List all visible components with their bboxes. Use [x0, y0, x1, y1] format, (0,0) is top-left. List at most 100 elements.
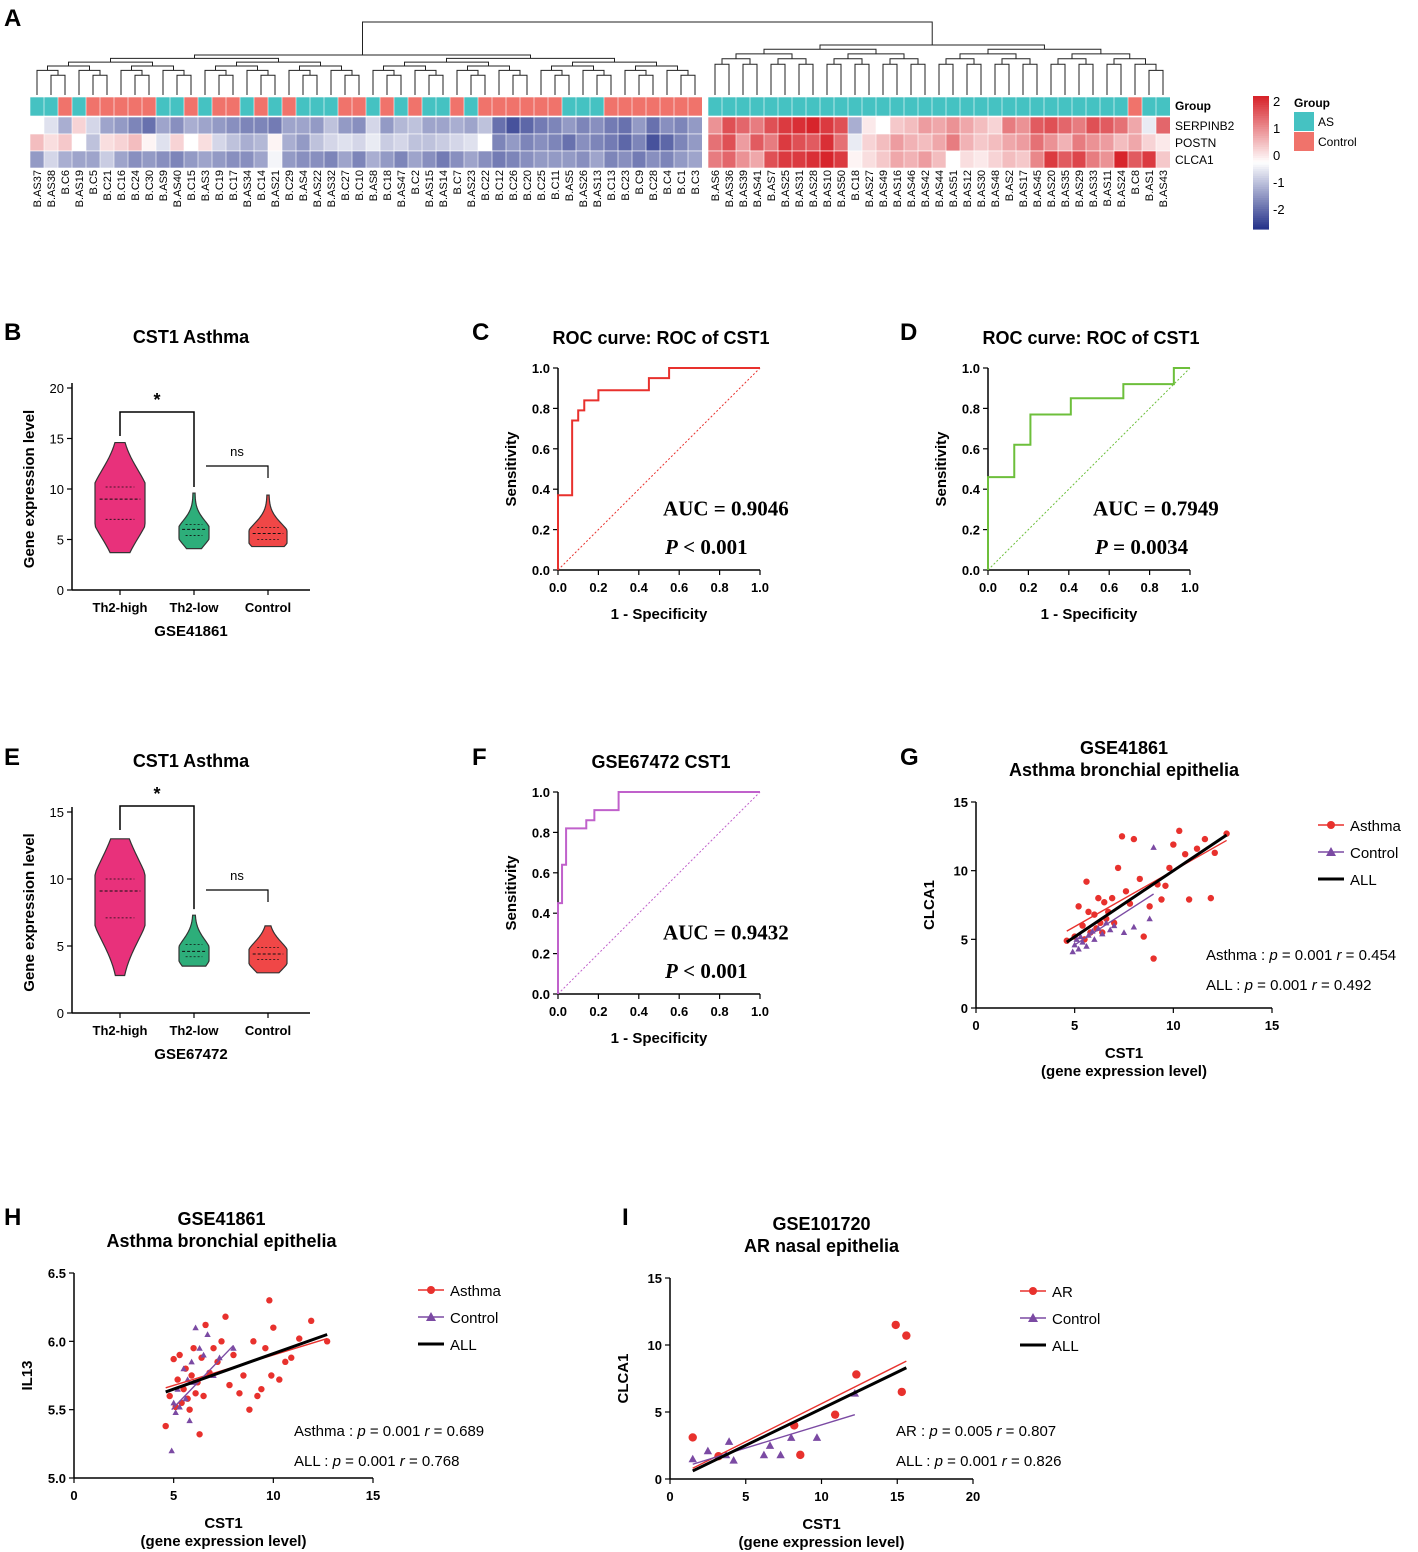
heatmap-cell — [239, 116, 255, 135]
dendrogram-branch — [512, 74, 528, 95]
colorbar-step — [1253, 173, 1269, 177]
heatmap-cell — [847, 116, 863, 135]
group-cell — [987, 96, 1003, 117]
heatmap-cell — [309, 150, 325, 169]
point-Asthma — [270, 1324, 277, 1331]
group-cell — [435, 96, 451, 117]
sample-label: B.AS27 — [864, 170, 876, 207]
dendrogram-branch — [582, 69, 605, 95]
heatmap-cell — [43, 133, 59, 152]
heatmap-cell — [491, 150, 507, 169]
dendrogram-branch — [596, 74, 612, 95]
group-cell — [365, 96, 381, 117]
p-value: < 0.001 — [678, 959, 748, 983]
point-AR — [830, 1410, 840, 1419]
heatmap-cell — [819, 133, 835, 152]
sample-label: B.AS26 — [578, 170, 590, 207]
heatmap-cell — [463, 133, 479, 152]
heatmap-cell — [43, 116, 59, 135]
heatmap-cell — [477, 150, 493, 169]
group-cell — [379, 96, 395, 117]
sample-label: B.AS38 — [46, 170, 58, 207]
fit-line-Asthma — [1066, 839, 1227, 932]
sample-label: B.AS50 — [836, 170, 848, 207]
heatmap-cell — [889, 150, 905, 169]
point-Asthma — [162, 1422, 169, 1430]
annotation-part: = 0.001 — [341, 1453, 400, 1470]
point-Control — [812, 1433, 822, 1441]
annotation-part: = 0.001 — [1253, 977, 1312, 994]
sample-label: B.AS33 — [1088, 170, 1100, 207]
heatmap-cell — [57, 150, 73, 169]
y-axis-label: Sensitivity — [503, 431, 520, 507]
y-tick-label: 0 — [57, 583, 64, 598]
point-Control — [1150, 844, 1157, 850]
annotation-part: = 0.492 — [1317, 977, 1372, 994]
heatmap-cell — [1015, 150, 1031, 169]
point-Control — [1095, 925, 1102, 931]
y-tick-label: 1.0 — [532, 785, 550, 800]
group-cell — [617, 96, 633, 117]
significance-star: * — [153, 390, 160, 410]
sample-label: B.AS37 — [32, 170, 44, 207]
sample-label: B.AS49 — [878, 170, 890, 207]
dendrogram-branch — [889, 58, 919, 65]
heatmap-cell — [407, 116, 423, 135]
significance-ns: ns — [230, 868, 244, 883]
sample-label: B.AS29 — [1074, 170, 1086, 207]
legend-marker — [426, 1312, 436, 1321]
point-Asthma — [308, 1317, 315, 1325]
sample-label: B.AS35 — [1060, 170, 1072, 207]
y-tick-label: 6.5 — [48, 1266, 66, 1281]
heatmap-cell — [141, 150, 157, 169]
sample-label: B.AS41 — [752, 170, 764, 207]
point-Asthma — [196, 1431, 203, 1438]
heatmap-cell — [449, 116, 465, 135]
x-tick-label: Control — [245, 1023, 291, 1038]
heatmap-cell — [379, 116, 395, 135]
point-Control — [688, 1454, 697, 1463]
heatmap-cell — [421, 116, 437, 135]
annotation-part: = 0.001 — [1278, 947, 1337, 964]
heatmap-cell — [1057, 116, 1073, 135]
gene-label: POSTN — [1175, 136, 1216, 150]
point-Asthma — [1207, 894, 1215, 902]
heatmap-cell — [1071, 133, 1087, 152]
dendrogram-branch — [680, 74, 696, 95]
stat-annotation: ALL : p = 0.001 r = 0.826 — [896, 1453, 1061, 1470]
colorbar-step — [1253, 104, 1269, 108]
point-Asthma — [222, 1313, 229, 1320]
colorbar-step — [1253, 193, 1269, 197]
legend-label: Control — [450, 1310, 498, 1327]
point-Control — [1075, 945, 1082, 952]
y-tick-label: 15 — [648, 1271, 662, 1286]
point-Control — [186, 1417, 193, 1424]
sample-label: B.C1 — [676, 170, 688, 194]
panel-label-A: A — [4, 5, 21, 32]
heatmap-cell — [435, 133, 451, 152]
dendrogram-branch — [540, 69, 563, 95]
dendrogram-branch — [910, 63, 926, 95]
heatmap-cell — [561, 116, 577, 135]
sample-label: B.C11 — [550, 170, 562, 200]
point-Asthma — [1166, 864, 1173, 872]
group-cell — [1141, 96, 1157, 117]
colorbar-step — [1253, 129, 1269, 133]
heatmap-cell — [861, 133, 877, 152]
x-tick-label: 0 — [972, 1018, 979, 1033]
annotation-part: ALL : — [1206, 977, 1245, 994]
dendrogram-branch — [344, 74, 360, 95]
auc-text: AUC = 0.7949 — [1093, 496, 1219, 520]
dendrogram-branch — [1113, 58, 1146, 65]
group-legend-title: Group — [1294, 96, 1330, 110]
sample-label: B.C19 — [214, 170, 226, 201]
heatmap-cell — [1113, 133, 1129, 152]
dendrogram-branch — [1134, 63, 1157, 95]
group-cell — [99, 96, 115, 117]
point-Control — [1083, 943, 1090, 949]
group-cell — [1127, 96, 1143, 117]
sample-label: B.C6 — [60, 170, 72, 194]
dendrogram-branch — [446, 57, 615, 63]
